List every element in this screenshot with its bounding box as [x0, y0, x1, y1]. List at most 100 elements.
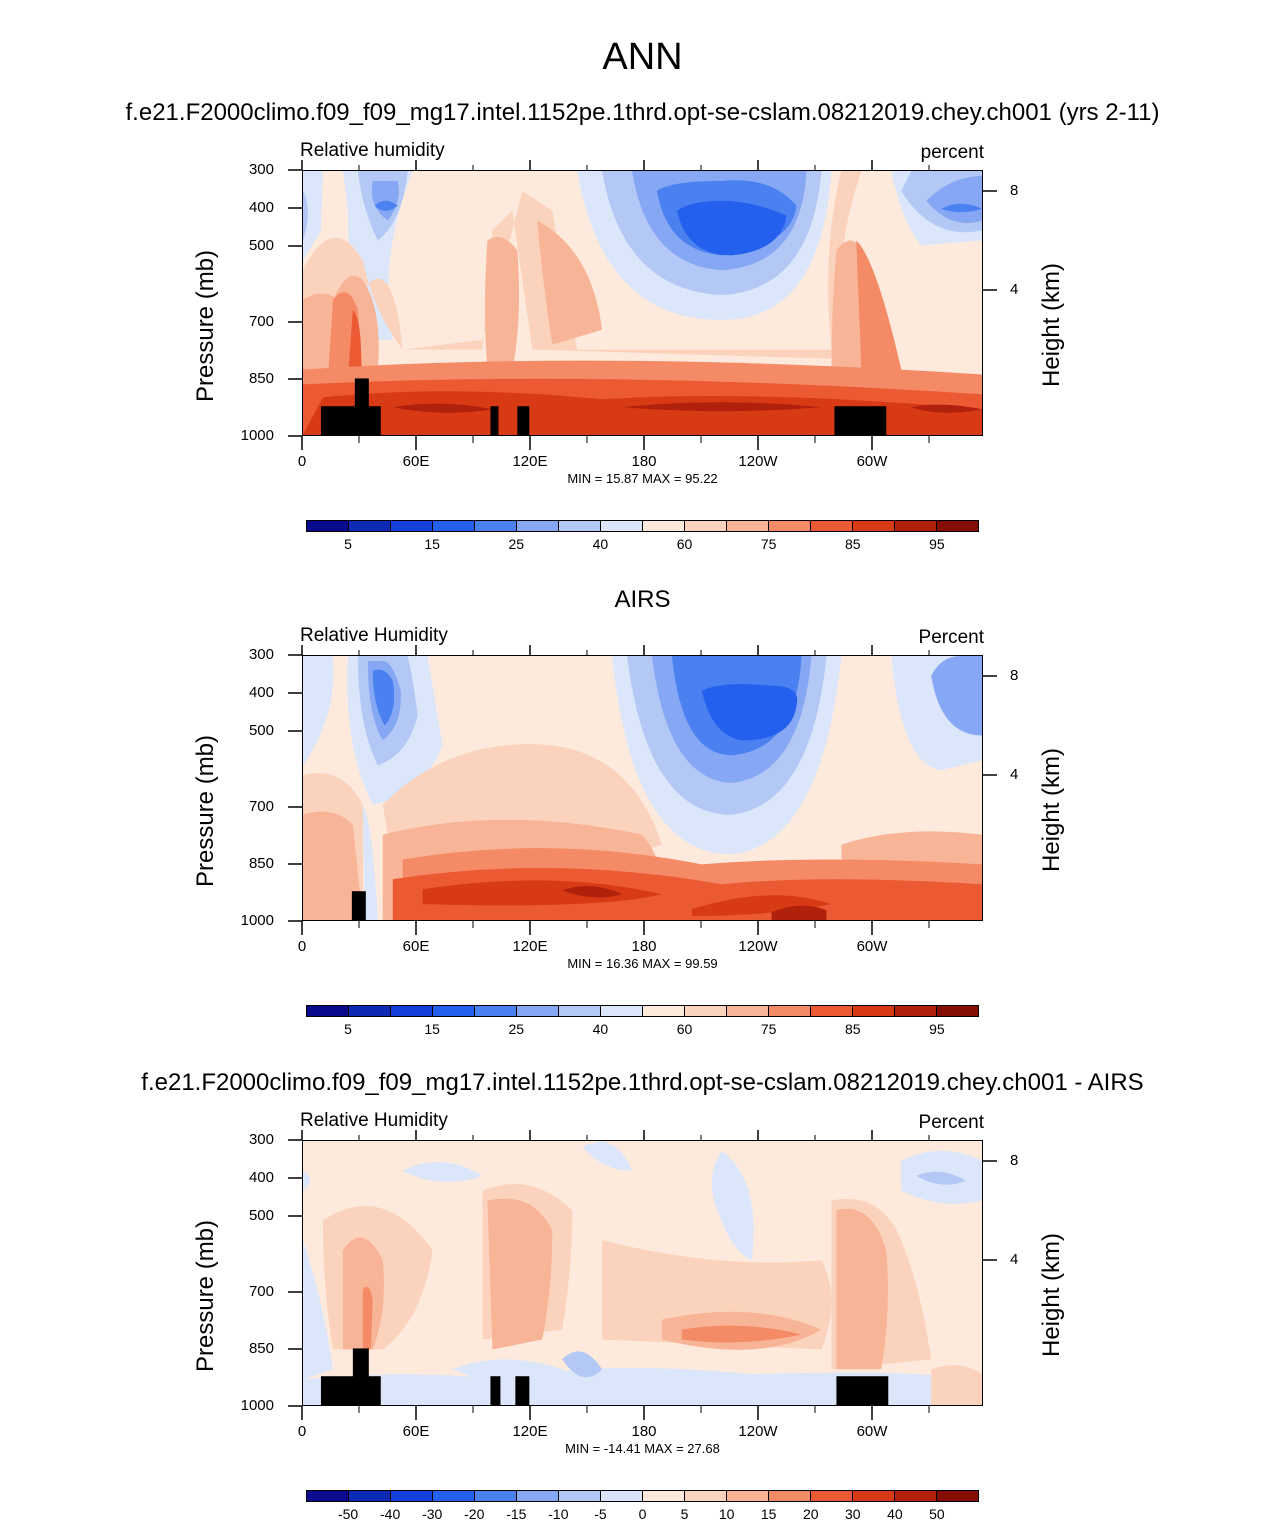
colorbar-label: -50 [337, 1506, 359, 1522]
variable-name: Relative Humidity [300, 625, 448, 646]
colorbar-swatch [727, 1006, 769, 1016]
colorbar-swatch [811, 521, 853, 531]
colorbar-swatch [601, 1491, 643, 1501]
colorbar-swatch [601, 521, 643, 531]
y-tick-label: 400 [248, 1169, 274, 1186]
colorbar-swatch [559, 521, 601, 531]
colorbar-label: 25 [508, 536, 525, 552]
colorbar-label: 75 [760, 536, 777, 552]
y-tick-label: 1000 [240, 912, 274, 929]
colorbar-label: 25 [508, 1021, 525, 1037]
y-tick-label: 500 [248, 237, 274, 254]
colorbar-swatch [433, 1491, 475, 1501]
colorbar-label: 50 [929, 1506, 945, 1522]
contour-plot [302, 655, 983, 921]
x-tick-label: 120E [512, 1423, 548, 1440]
x-tick-label: 60E [402, 1423, 430, 1440]
colorbar-swatch [853, 521, 895, 531]
height-tick-label: 4 [1010, 281, 1019, 298]
variable-name: Relative Humidity [300, 1110, 448, 1131]
y-tick-label: 500 [248, 1207, 274, 1224]
colorbar [306, 520, 979, 532]
colorbar-label: 75 [760, 1021, 777, 1037]
axis-ticks [288, 645, 997, 935]
y-tick-label: 700 [248, 313, 274, 330]
x-tick-label: 0 [297, 453, 307, 470]
colorbar-swatch [349, 521, 391, 531]
colorbar-swatch [895, 1006, 937, 1016]
y-tick-label: 500 [248, 722, 274, 739]
colorbar-swatch [391, 1006, 433, 1016]
colorbar-label: 10 [718, 1506, 735, 1522]
y-tick-label: 850 [248, 370, 274, 387]
colorbar-label: -15 [506, 1506, 527, 1522]
colorbar-label: 60 [676, 1021, 693, 1037]
panel-2-title: AIRS [614, 586, 671, 613]
x-tick-label: 60W [856, 938, 888, 955]
height-tick-label: 8 [1010, 182, 1019, 199]
colorbar-label: -5 [594, 1506, 607, 1522]
panel-airs: Relative Humidity Percent 300 400 500 700 850… [0, 625, 1285, 1045]
x-tick-label: 0 [297, 1423, 307, 1440]
panel-3-title: f.e21.F2000climo.f09_f09_mg17.intel.1152… [141, 1069, 1144, 1096]
x-tick-label: 0 [297, 938, 307, 955]
colorbar-swatch [475, 1006, 517, 1016]
panel-model: Relative humidity percent 300 400 500 700 850… [0, 140, 1285, 560]
y-axis-label: Pressure (mb) [192, 1219, 219, 1372]
colorbar-swatch [307, 1491, 349, 1501]
colorbar-swatch [769, 521, 811, 531]
variable-name: Relative humidity [300, 140, 445, 161]
min-max-stats: MIN = -14.41 MAX = 27.68 [565, 1441, 720, 1456]
colorbar-swatch [769, 1491, 811, 1501]
panel-1-title: f.e21.F2000climo.f09_f09_mg17.intel.1152… [125, 99, 1160, 126]
colorbar-label: -30 [422, 1506, 443, 1522]
y-axis-label: Pressure (mb) [192, 249, 219, 402]
colorbar-swatch [559, 1491, 601, 1501]
colorbar-label: -10 [548, 1506, 569, 1522]
x-tick-label: 120W [738, 1423, 778, 1440]
units-label: percent [920, 142, 984, 163]
colorbar-swatch [517, 521, 559, 531]
colorbar-swatch [937, 521, 978, 531]
colorbar-swatch [475, 521, 517, 531]
colorbar-swatch [517, 1491, 559, 1501]
colorbar-swatch [895, 1491, 937, 1501]
colorbar-swatch [937, 1006, 978, 1016]
colorbar-label: 0 [638, 1506, 647, 1522]
colorbar-swatch [433, 1006, 475, 1016]
colorbar-label: 85 [845, 536, 861, 552]
colorbar-label: 20 [802, 1506, 819, 1522]
min-max-stats: MIN = 15.87 MAX = 95.22 [567, 471, 718, 486]
colorbar-swatch [811, 1006, 853, 1016]
contour-plot [302, 1140, 983, 1406]
x-tick-label: 120W [738, 938, 778, 955]
y-tick-label: 300 [248, 1131, 274, 1148]
colorbar-swatch [895, 521, 937, 531]
colorbar-swatch [643, 521, 685, 531]
colorbar-swatch [685, 1491, 727, 1501]
colorbar-swatch [643, 1006, 685, 1016]
right-axis-label: Height (km) [1038, 747, 1065, 872]
y-tick-label: 1000 [240, 427, 274, 444]
x-tick-label: 120E [512, 453, 548, 470]
colorbar-label: -20 [464, 1506, 485, 1522]
colorbar-swatch [307, 521, 349, 531]
y-tick-label: 300 [248, 161, 274, 178]
height-tick-label: 4 [1010, 1251, 1019, 1268]
x-tick-label: 60W [856, 1423, 888, 1440]
colorbar-label: 85 [845, 1021, 861, 1037]
colorbar-swatch [517, 1006, 559, 1016]
x-tick-label: 60E [402, 453, 430, 470]
colorbar-label: 40 [592, 536, 609, 552]
x-tick-label: 180 [631, 1423, 657, 1440]
colorbar-label: 5 [344, 536, 352, 552]
axis-ticks [288, 160, 997, 450]
height-tick-label: 4 [1010, 766, 1019, 783]
colorbar-swatch [937, 1491, 978, 1501]
colorbar-swatch [601, 1006, 643, 1016]
colorbar-label: 15 [424, 536, 440, 552]
units-label: Percent [918, 1112, 984, 1133]
colorbar-label: 60 [676, 536, 693, 552]
colorbar-label: 95 [929, 536, 945, 552]
colorbar-swatch [643, 1491, 685, 1501]
